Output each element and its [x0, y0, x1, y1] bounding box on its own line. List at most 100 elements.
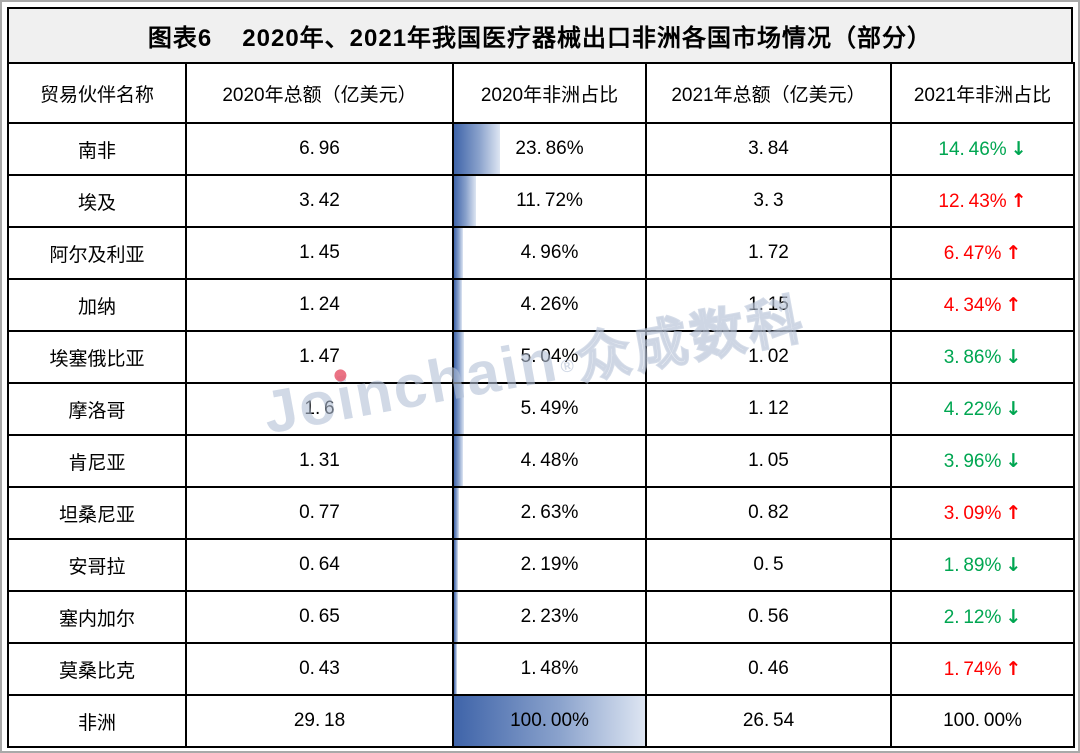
table-row: 安哥拉 0. 64 2. 19% 0. 5 1. 89% ↓ [7, 538, 1075, 592]
total-2021-cell: 1. 05 [645, 434, 892, 488]
share-2020-cell: 1. 48% [452, 642, 647, 696]
total-2020-cell: 1. 6 [185, 382, 454, 436]
trend-up-arrow-icon: ↑ [1005, 657, 1022, 680]
col-header-total-2020: 2020年总额（亿美元） [185, 62, 454, 124]
partner-name-cell: 南非 [7, 122, 187, 176]
total-2020-cell: 1. 45 [185, 226, 454, 280]
share-2020-value: 100. 00% [510, 710, 589, 731]
total-2021-cell: 1. 02 [645, 330, 892, 384]
share-data-bar [455, 229, 464, 277]
table-row: 阿尔及利亚 1. 45 4. 96% 1. 72 6. 47% ↑ [7, 226, 1075, 280]
partner-name-cell: 塞内加尔 [7, 590, 187, 644]
col-header-partner: 贸易伙伴名称 [7, 62, 187, 124]
table-title: 图表6 2020年、2021年我国医疗器械出口非洲各国市场情况（部分） [7, 7, 1073, 64]
trend-down-arrow-icon: ↓ [1005, 397, 1022, 420]
share-data-bar [455, 697, 644, 745]
share-2021-value: 2. 12% [943, 606, 1002, 628]
share-2021-cell: 3. 86% ↓ [890, 330, 1075, 384]
share-2021-value: 3. 86% [943, 346, 1002, 368]
share-2020-cell: 4. 48% [452, 434, 647, 488]
total-2021-cell: 1. 12 [645, 382, 892, 436]
share-2021-value: 6. 47% [943, 242, 1002, 264]
partner-name-cell: 摩洛哥 [7, 382, 187, 436]
table-row: 非洲 29. 18 100. 00% 26. 54 100. 00% [7, 694, 1075, 748]
share-2021-cell: 3. 96% ↓ [890, 434, 1075, 488]
trend-down-arrow-icon: ↓ [1005, 605, 1022, 628]
total-2020-cell: 0. 43 [185, 642, 454, 696]
share-2021-cell: 3. 09% ↑ [890, 486, 1075, 540]
total-2021-cell: 1. 15 [645, 278, 892, 332]
partner-name-cell: 肯尼亚 [7, 434, 187, 488]
col-header-share-2020: 2020年非洲占比 [452, 62, 647, 124]
share-data-bar [455, 125, 500, 173]
table-row: 坦桑尼亚 0. 77 2. 63% 0. 82 3. 09% ↑ [7, 486, 1075, 540]
share-2020-value: 23. 86% [515, 138, 584, 159]
total-2021-cell: 26. 54 [645, 694, 892, 748]
share-2020-cell: 11. 72% [452, 174, 647, 228]
share-2021-value: 4. 22% [943, 398, 1002, 420]
total-2020-cell: 0. 77 [185, 486, 454, 540]
share-2020-cell: 5. 04% [452, 330, 647, 384]
total-2020-cell: 1. 31 [185, 434, 454, 488]
total-2020-cell: 6. 96 [185, 122, 454, 176]
share-data-bar [455, 593, 459, 641]
trend-up-arrow-icon: ↑ [1005, 241, 1022, 264]
partner-name-cell: 安哥拉 [7, 538, 187, 592]
share-data-bar [455, 437, 463, 485]
share-data-bar [455, 333, 464, 381]
table-body: 南非 6. 96 23. 86% 3. 84 14. 46% ↓ 埃及 3. 42 11. 72… [7, 122, 1075, 748]
share-data-bar [455, 385, 465, 433]
total-2020-cell: 3. 42 [185, 174, 454, 228]
share-data-bar [455, 489, 460, 537]
total-2020-cell: 0. 65 [185, 590, 454, 644]
share-2020-cell: 23. 86% [452, 122, 647, 176]
partner-name-cell: 加纳 [7, 278, 187, 332]
partner-name-cell: 阿尔及利亚 [7, 226, 187, 280]
share-2020-value: 2. 19% [520, 554, 579, 575]
share-2020-cell: 100. 00% [452, 694, 647, 748]
data-table: 贸易伙伴名称 2020年总额（亿美元） 2020年非洲占比 2021年总额（亿美… [7, 62, 1075, 748]
col-header-total-2021: 2021年总额（亿美元） [645, 62, 892, 124]
share-2021-cell: 12. 43% ↑ [890, 174, 1075, 228]
share-2021-cell: 6. 47% ↑ [890, 226, 1075, 280]
share-2021-value: 1. 74% [943, 658, 1002, 680]
export-table: 图表6 2020年、2021年我国医疗器械出口非洲各国市场情况（部分） 贸易伙伴… [7, 7, 1075, 748]
table-row: 埃及 3. 42 11. 72% 3. 3 12. 43% ↑ [7, 174, 1075, 228]
partner-name-cell: 莫桑比克 [7, 642, 187, 696]
partner-name-cell: 埃及 [7, 174, 187, 228]
share-data-bar [455, 541, 459, 589]
share-2020-cell: 2. 23% [452, 590, 647, 644]
table-row: 摩洛哥 1. 6 5. 49% 1. 12 4. 22% ↓ [7, 382, 1075, 436]
share-2021-cell: 14. 46% ↓ [890, 122, 1075, 176]
trend-down-arrow-icon: ↓ [1010, 137, 1027, 160]
title-text: 2020年、2021年我国医疗器械出口非洲各国市场情况（部分） [242, 25, 933, 52]
share-2021-cell: 4. 34% ↑ [890, 278, 1075, 332]
share-2021-cell: 100. 00% [890, 694, 1075, 748]
share-2020-value: 1. 48% [520, 658, 579, 679]
share-2020-value: 5. 04% [520, 346, 579, 367]
share-2020-value: 4. 96% [520, 242, 579, 263]
share-data-bar [455, 177, 477, 225]
total-2021-cell: 0. 82 [645, 486, 892, 540]
trend-up-arrow-icon: ↑ [1010, 189, 1027, 212]
share-data-bar [455, 645, 457, 693]
share-2021-value: 100. 00% [943, 710, 1022, 731]
share-2021-cell: 1. 74% ↑ [890, 642, 1075, 696]
share-2021-cell: 2. 12% ↓ [890, 590, 1075, 644]
share-data-bar [455, 281, 463, 329]
share-2021-cell: 1. 89% ↓ [890, 538, 1075, 592]
trend-down-arrow-icon: ↓ [1005, 345, 1022, 368]
total-2021-cell: 3. 3 [645, 174, 892, 228]
share-2020-value: 11. 72% [516, 190, 583, 211]
share-2020-value: 2. 63% [520, 502, 579, 523]
share-2020-value: 2. 23% [520, 606, 579, 627]
share-2020-cell: 2. 63% [452, 486, 647, 540]
total-2021-cell: 0. 5 [645, 538, 892, 592]
share-2020-cell: 4. 96% [452, 226, 647, 280]
trend-up-arrow-icon: ↑ [1005, 293, 1022, 316]
total-2021-cell: 0. 56 [645, 590, 892, 644]
total-2021-cell: 3. 84 [645, 122, 892, 176]
col-header-share-2021: 2021年非洲占比 [890, 62, 1075, 124]
share-2021-value: 14. 46% [938, 138, 1007, 160]
